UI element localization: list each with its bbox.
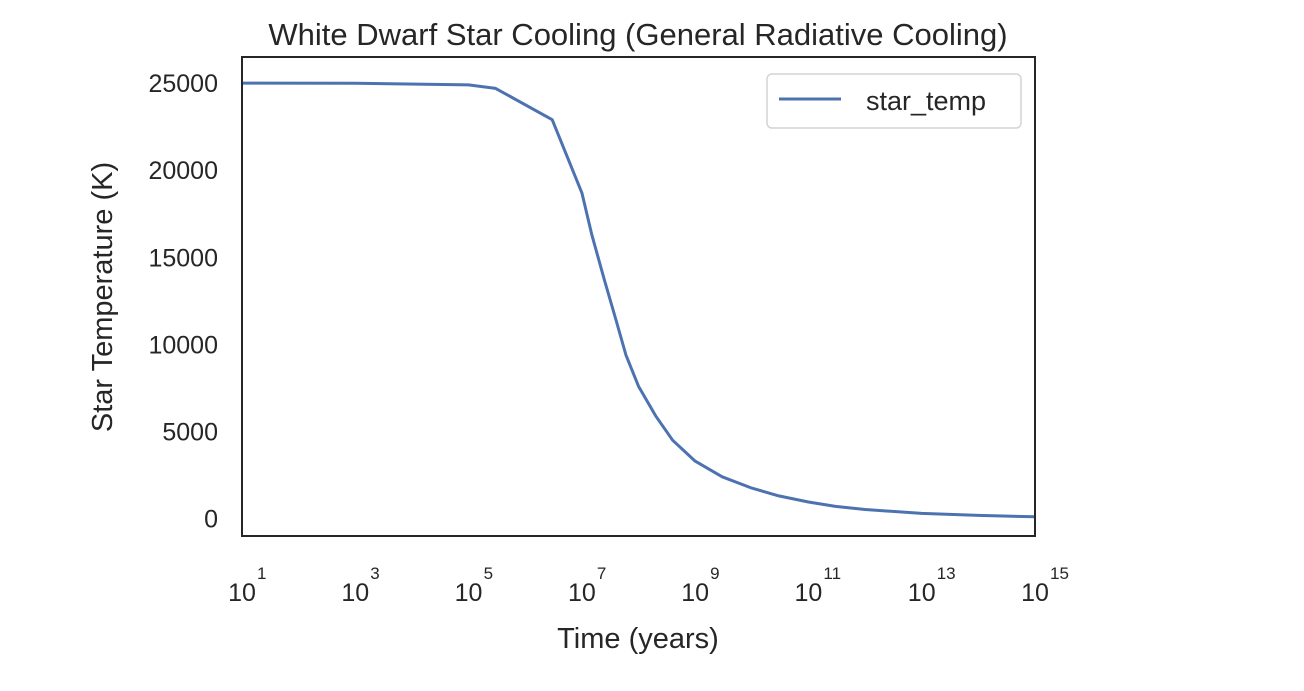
x-tick-label: 10 (681, 579, 709, 607)
legend: star_temp (766, 73, 1022, 129)
x-tick-label: 10 (228, 579, 256, 607)
legend-label: star_temp (866, 86, 986, 116)
y-tick-label: 15000 (148, 244, 218, 272)
x-tick-exponent: 5 (484, 564, 493, 583)
x-tick-exponent: 11 (823, 564, 841, 583)
x-tick-label: 10 (455, 579, 483, 607)
y-tick-label: 20000 (148, 157, 218, 185)
x-tick-exponent: 9 (710, 564, 719, 583)
x-tick-label: 10 (795, 579, 823, 607)
plot-frame (241, 56, 1036, 537)
x-tick-exponent: 3 (370, 564, 379, 583)
y-axis: 0 5000 10000 15000 20000 25000 (148, 70, 218, 533)
x-tick-exponent: 7 (597, 564, 606, 583)
x-tick-exponent: 15 (1050, 564, 1069, 583)
y-tick-label: 5000 (162, 418, 218, 446)
legend-box (766, 73, 1022, 129)
x-tick-label: 10 (341, 579, 369, 607)
y-tick-label: 25000 (148, 70, 218, 98)
y-axis-label: Star Temperature (K) (87, 162, 119, 432)
y-tick-label: 10000 (148, 331, 218, 359)
x-tick-label: 10 (568, 579, 596, 607)
y-tick-label: 0 (204, 506, 218, 534)
chart-title: White Dwarf Star Cooling (General Radiat… (268, 17, 1007, 52)
series-line-star_temp (241, 81, 1036, 519)
x-tick-label: 10 (1021, 579, 1049, 607)
x-axis-label: Time (years) (557, 623, 719, 655)
x-tick-label: 10 (908, 579, 936, 607)
x-tick-exponent: 13 (937, 564, 956, 583)
plot-area (241, 81, 1036, 519)
x-tick-exponent: 1 (257, 564, 266, 583)
